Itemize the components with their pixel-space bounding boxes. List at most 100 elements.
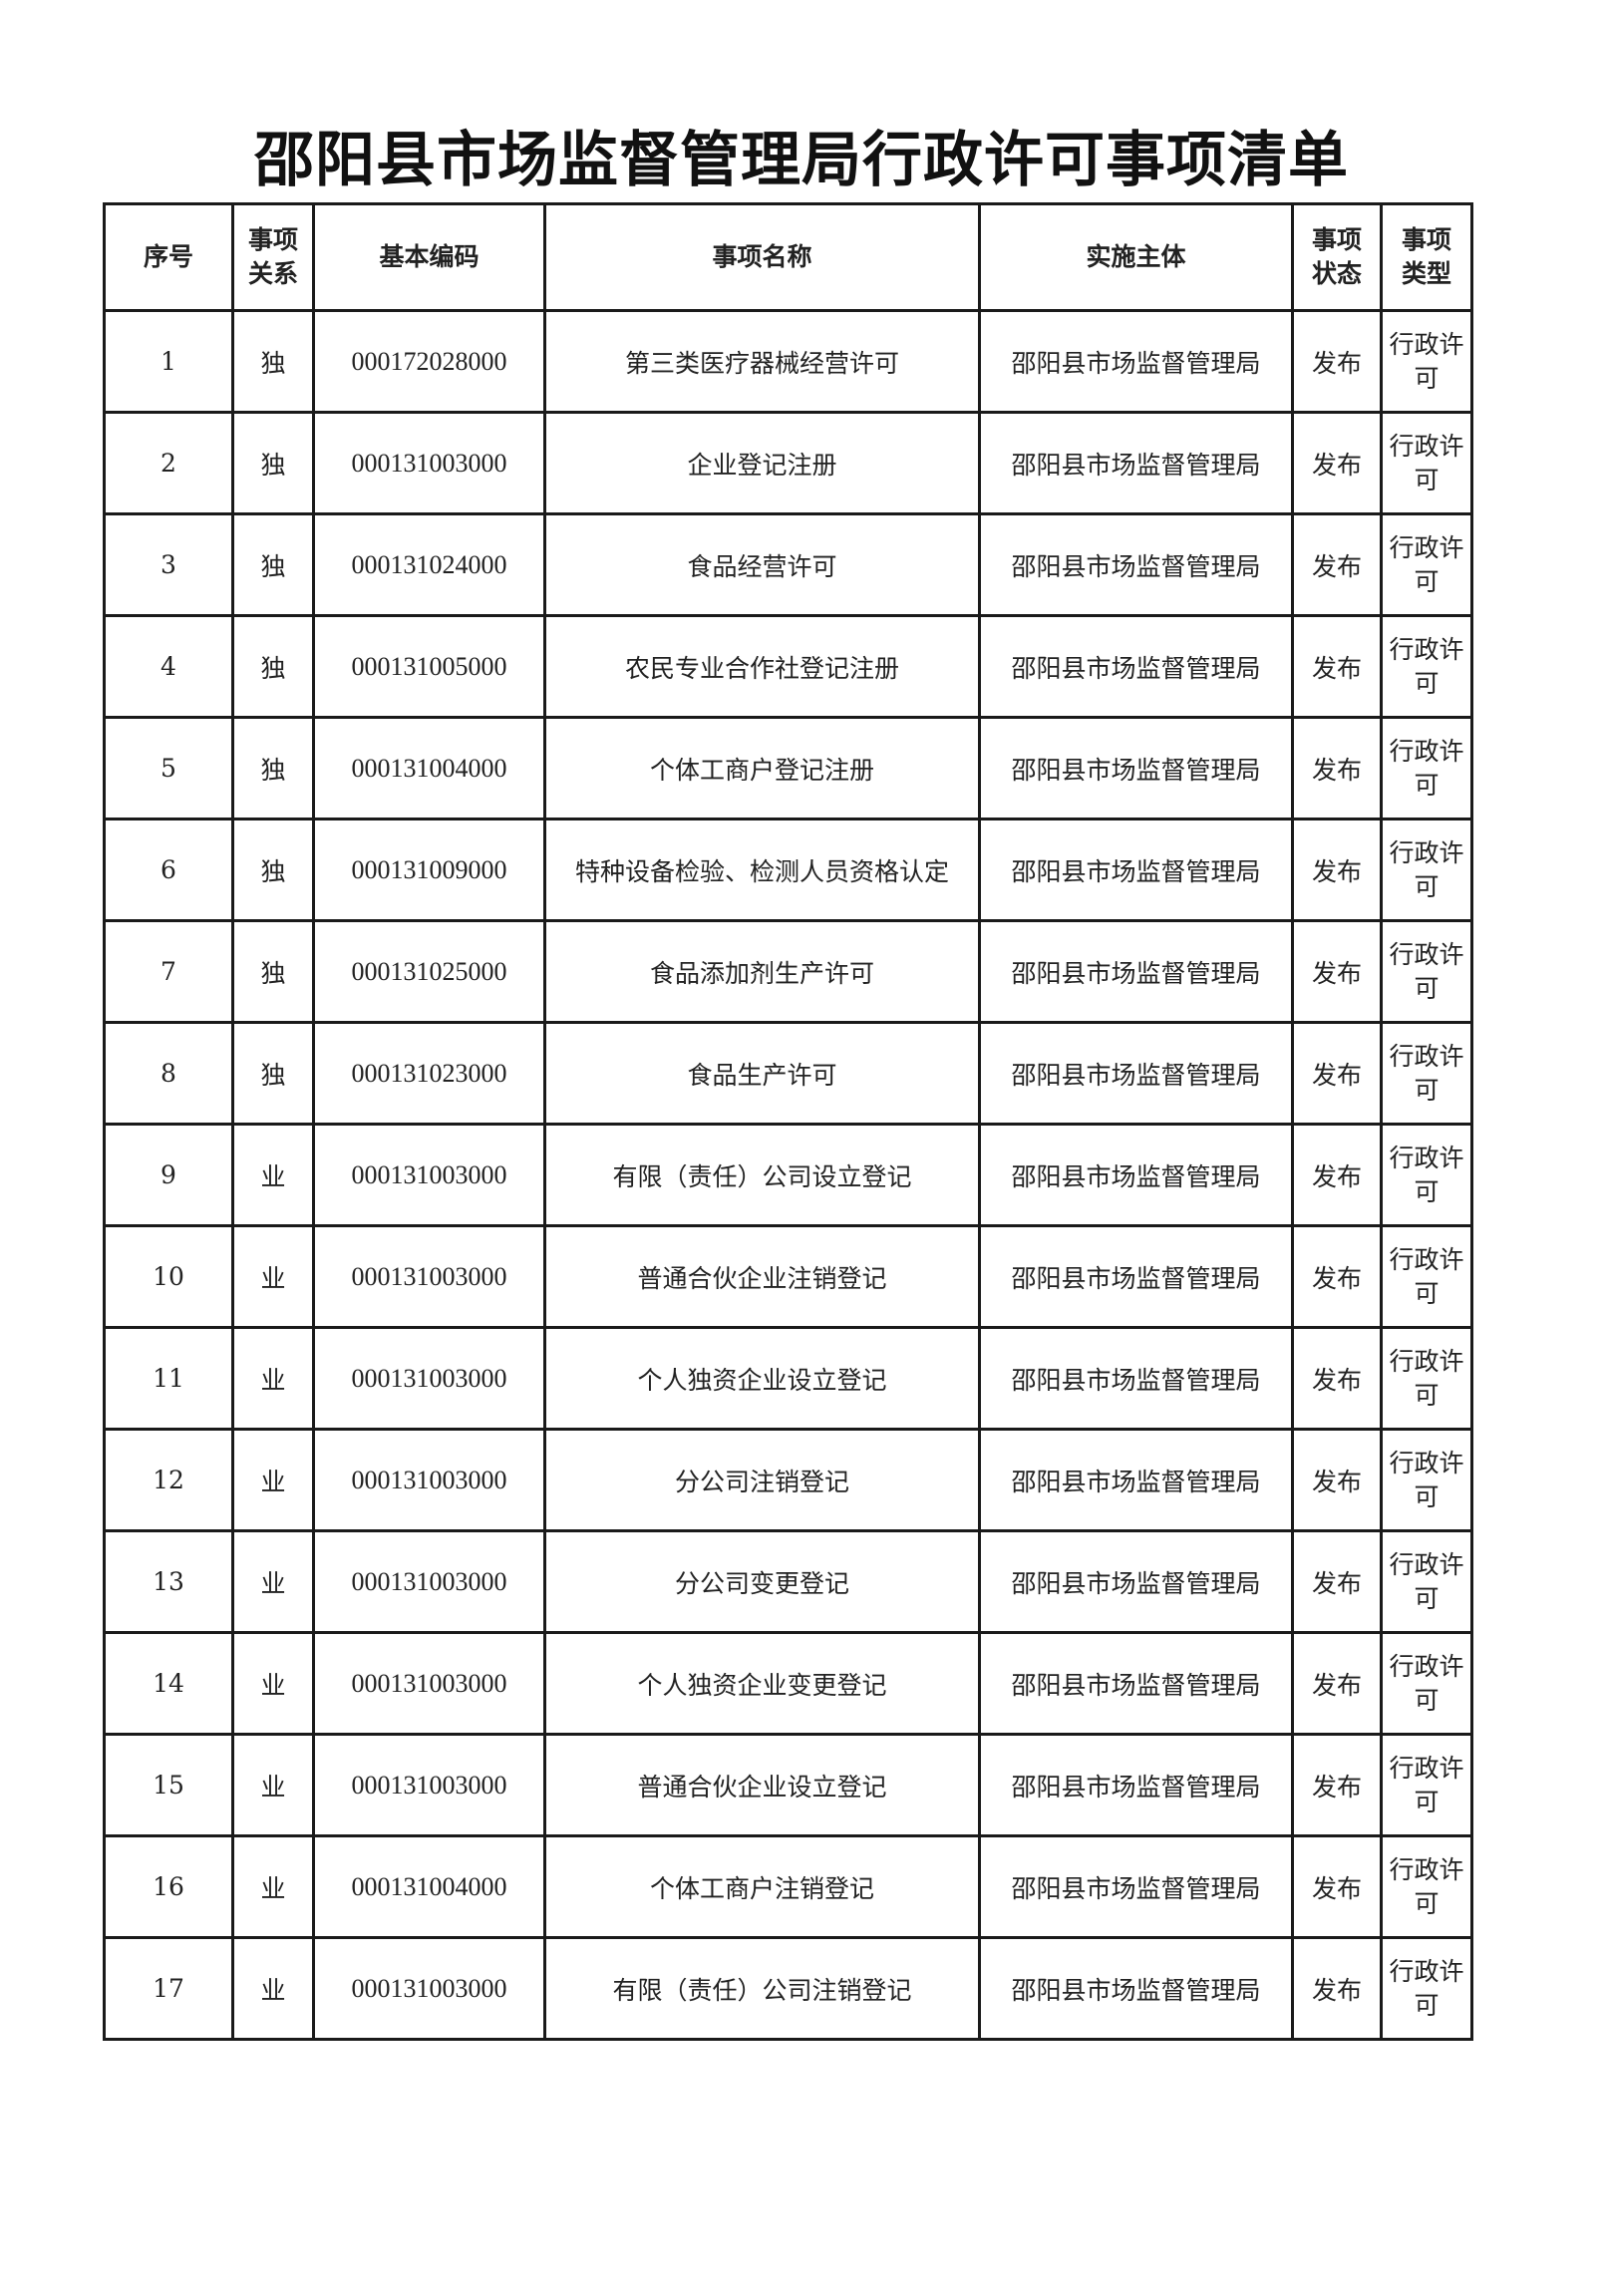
table-row: 1 独 000172028000 第三类医疗器械经营许可 邵阳县市场监督管理局 发布 行政许… bbox=[103, 309, 1473, 414]
table-row: 13 业 000131003000 分公司变更登记 邵阳县市场监督管理局 发布 行政许可 bbox=[103, 1529, 1473, 1634]
table-row: 6 独 000131009000 特种设备检验、检测人员资格认定 邵阳县市场监督管理局发… bbox=[103, 818, 1473, 922]
cell-code: 000131003000 bbox=[312, 1733, 546, 1837]
cell-code: 000131003000 bbox=[312, 1123, 546, 1227]
table-header: 序号 事项 关系 基本编码 事项名称 实施主体 事项 状态 事项 类型 bbox=[103, 202, 1473, 312]
cell-seq: 1 bbox=[103, 309, 234, 414]
cell-type: 行政许可 bbox=[1380, 1021, 1473, 1126]
cell-seq: 7 bbox=[103, 919, 234, 1024]
column-header-code: 基本编码 bbox=[312, 202, 546, 312]
cell-item-name: 个人独资企业变更登记 bbox=[543, 1631, 981, 1736]
cell-relation: 业 bbox=[231, 1936, 315, 2041]
cell-relation: 独 bbox=[231, 512, 315, 617]
cell-type: 行政许可 bbox=[1380, 1428, 1473, 1532]
cell-status: 发布 bbox=[1291, 1428, 1383, 1532]
cell-code: 000131003000 bbox=[312, 1326, 546, 1431]
cell-status: 发布 bbox=[1291, 411, 1383, 515]
cell-code: 000131005000 bbox=[312, 614, 546, 719]
cell-type: 行政许可 bbox=[1380, 1529, 1473, 1634]
cell-relation: 业 bbox=[231, 1834, 315, 1939]
cell-code: 000131004000 bbox=[312, 1834, 546, 1939]
cell-status: 发布 bbox=[1291, 919, 1383, 1024]
cell-type: 行政许可 bbox=[1380, 411, 1473, 515]
cell-type: 行政许可 bbox=[1380, 818, 1473, 922]
cell-implementer: 邵阳县市场监督管理局 bbox=[978, 919, 1294, 1024]
cell-code: 000131003000 bbox=[312, 1428, 546, 1532]
cell-status: 发布 bbox=[1291, 1529, 1383, 1634]
cell-status: 发布 bbox=[1291, 1733, 1383, 1837]
table-row: 17 业 000131003000 有限（责任）公司注销登记 邵阳县市场监督管理局 发布行… bbox=[103, 1936, 1473, 2041]
cell-status: 发布 bbox=[1291, 512, 1383, 617]
column-header-relation: 事项 关系 bbox=[231, 202, 315, 312]
cell-status: 发布 bbox=[1291, 818, 1383, 922]
column-header-seq: 序号 bbox=[103, 202, 234, 312]
cell-implementer: 邵阳县市场监督管理局 bbox=[978, 1936, 1294, 2041]
cell-item-name: 普通合伙企业设立登记 bbox=[543, 1733, 981, 1837]
cell-code: 000172028000 bbox=[312, 309, 546, 414]
cell-item-name: 食品经营许可 bbox=[543, 512, 981, 617]
cell-relation: 业 bbox=[231, 1631, 315, 1736]
table-row: 11 业 000131003000 个人独资企业设立登记 邵阳县市场监督管理局 发布 行政许… bbox=[103, 1326, 1473, 1431]
cell-seq: 6 bbox=[103, 818, 234, 922]
cell-code: 000131003000 bbox=[312, 1529, 546, 1634]
cell-seq: 16 bbox=[103, 1834, 234, 1939]
cell-relation: 独 bbox=[231, 614, 315, 719]
cell-status: 发布 bbox=[1291, 1936, 1383, 2041]
cell-item-name: 分公司变更登记 bbox=[543, 1529, 981, 1634]
cell-relation: 独 bbox=[231, 716, 315, 820]
cell-code: 000131009000 bbox=[312, 818, 546, 922]
cell-implementer: 邵阳县市场监督管理局 bbox=[978, 309, 1294, 414]
cell-implementer: 邵阳县市场监督管理局 bbox=[978, 614, 1294, 719]
cell-seq: 15 bbox=[103, 1733, 234, 1837]
cell-type: 行政许可 bbox=[1380, 1834, 1473, 1939]
cell-implementer: 邵阳县市场监督管理局 bbox=[978, 1834, 1294, 1939]
cell-seq: 3 bbox=[103, 512, 234, 617]
cell-code: 000131023000 bbox=[312, 1021, 546, 1126]
cell-code: 000131004000 bbox=[312, 716, 546, 820]
cell-implementer: 邵阳县市场监督管理局 bbox=[978, 818, 1294, 922]
cell-item-name: 个体工商户登记注册 bbox=[543, 716, 981, 820]
cell-item-name: 第三类医疗器械经营许可 bbox=[543, 309, 981, 414]
cell-item-name: 分公司注销登记 bbox=[543, 1428, 981, 1532]
cell-seq: 12 bbox=[103, 1428, 234, 1532]
table-row: 2 独 000131003000 企业登记注册 邵阳县市场监督管理局 发布 行政许可 bbox=[103, 411, 1473, 515]
cell-seq: 14 bbox=[103, 1631, 234, 1736]
cell-item-name: 食品添加剂生产许可 bbox=[543, 919, 981, 1024]
column-header-implementer: 实施主体 bbox=[978, 202, 1294, 312]
cell-relation: 独 bbox=[231, 411, 315, 515]
cell-implementer: 邵阳县市场监督管理局 bbox=[978, 1326, 1294, 1431]
cell-type: 行政许可 bbox=[1380, 716, 1473, 820]
cell-seq: 9 bbox=[103, 1123, 234, 1227]
cell-seq: 11 bbox=[103, 1326, 234, 1431]
cell-code: 000131003000 bbox=[312, 1224, 546, 1329]
cell-status: 发布 bbox=[1291, 614, 1383, 719]
cell-item-name: 有限（责任）公司设立登记 bbox=[543, 1123, 981, 1227]
cell-code: 000131024000 bbox=[312, 512, 546, 617]
cell-type: 行政许可 bbox=[1380, 1326, 1473, 1431]
cell-type: 行政许可 bbox=[1380, 1631, 1473, 1736]
cell-type: 行政许可 bbox=[1380, 1123, 1473, 1227]
cell-implementer: 邵阳县市场监督管理局 bbox=[978, 512, 1294, 617]
table-row: 7 独 000131025000 食品添加剂生产许可 邵阳县市场监督管理局 发布 行政许可 bbox=[103, 919, 1473, 1024]
column-header-item-name: 事项名称 bbox=[543, 202, 981, 312]
cell-status: 发布 bbox=[1291, 1326, 1383, 1431]
cell-item-name: 特种设备检验、检测人员资格认定 bbox=[543, 818, 981, 922]
cell-relation: 业 bbox=[231, 1326, 315, 1431]
cell-status: 发布 bbox=[1291, 1123, 1383, 1227]
cell-type: 行政许可 bbox=[1380, 1936, 1473, 2041]
cell-relation: 独 bbox=[231, 818, 315, 922]
table-row: 16 业 000131004000 个体工商户注销登记 邵阳县市场监督管理局 发布 行政许可 bbox=[103, 1834, 1473, 1939]
cell-relation: 业 bbox=[231, 1224, 315, 1329]
cell-relation: 业 bbox=[231, 1529, 315, 1634]
cell-type: 行政许可 bbox=[1380, 309, 1473, 414]
table-row: 4 独 000131005000 农民专业合作社登记注册 邵阳县市场监督管理局 发布 行政许… bbox=[103, 614, 1473, 719]
cell-implementer: 邵阳县市场监督管理局 bbox=[978, 1733, 1294, 1837]
cell-status: 发布 bbox=[1291, 1021, 1383, 1126]
cell-relation: 独 bbox=[231, 1021, 315, 1126]
cell-status: 发布 bbox=[1291, 1631, 1383, 1736]
table-row: 12 业 000131003000 分公司注销登记 邵阳县市场监督管理局 发布 行政许可 bbox=[103, 1428, 1473, 1532]
column-header-status: 事项 状态 bbox=[1291, 202, 1383, 312]
cell-item-name: 企业登记注册 bbox=[543, 411, 981, 515]
cell-implementer: 邵阳县市场监督管理局 bbox=[978, 1123, 1294, 1227]
table-row: 9 业 000131003000 有限（责任）公司设立登记 邵阳县市场监督管理局 发布 行政… bbox=[103, 1123, 1473, 1227]
cell-type: 行政许可 bbox=[1380, 614, 1473, 719]
